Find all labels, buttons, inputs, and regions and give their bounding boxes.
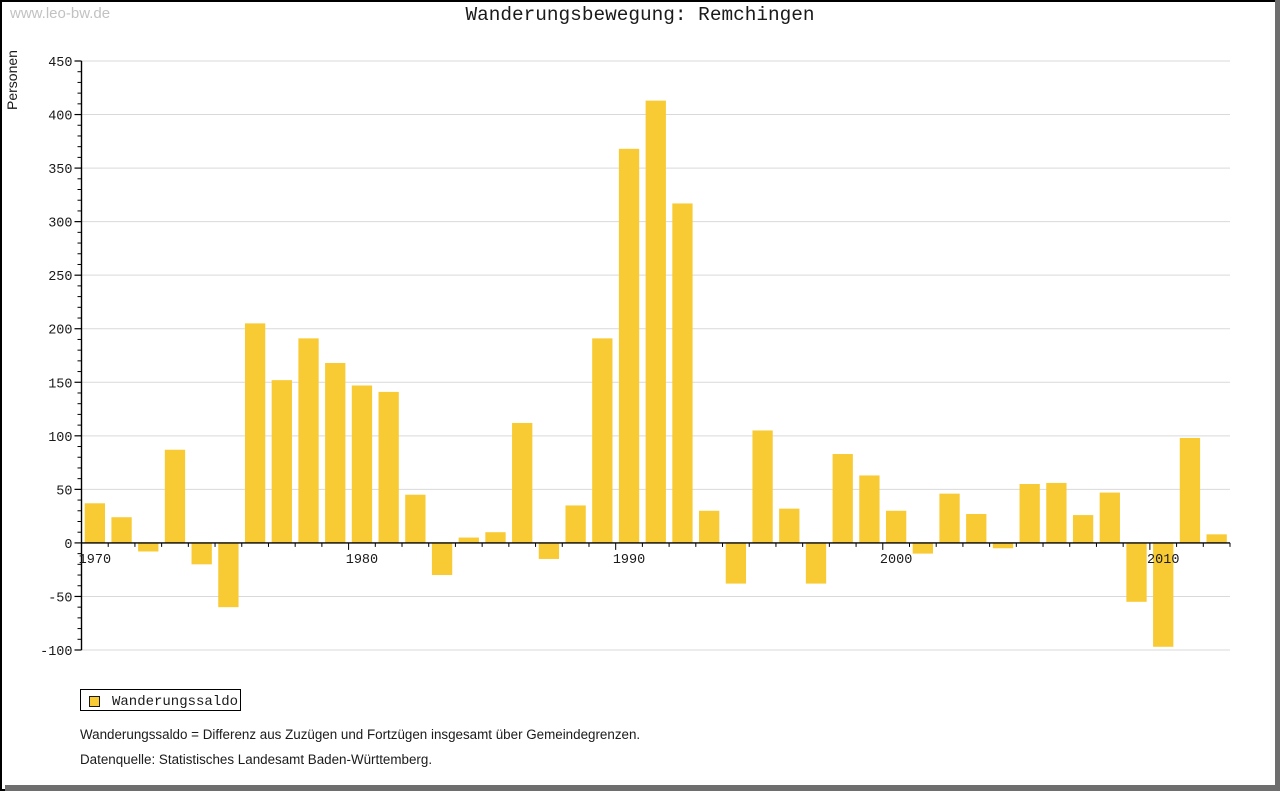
svg-text:2010: 2010 <box>1147 553 1179 568</box>
svg-text:300: 300 <box>48 217 72 232</box>
svg-text:150: 150 <box>48 377 72 392</box>
svg-text:2000: 2000 <box>880 553 912 568</box>
svg-text:0: 0 <box>64 538 72 553</box>
svg-text:250: 250 <box>48 270 72 285</box>
svg-text:400: 400 <box>48 110 72 125</box>
svg-text:50: 50 <box>56 484 72 499</box>
svg-text:200: 200 <box>48 324 72 339</box>
svg-text:350: 350 <box>48 163 72 178</box>
svg-text:1980: 1980 <box>346 553 378 568</box>
svg-text:-50: -50 <box>48 591 72 606</box>
svg-text:1970: 1970 <box>79 553 111 568</box>
svg-text:100: 100 <box>48 431 72 446</box>
svg-text:450: 450 <box>48 56 72 71</box>
svg-text:-100: -100 <box>40 645 72 660</box>
svg-text:1990: 1990 <box>613 553 645 568</box>
